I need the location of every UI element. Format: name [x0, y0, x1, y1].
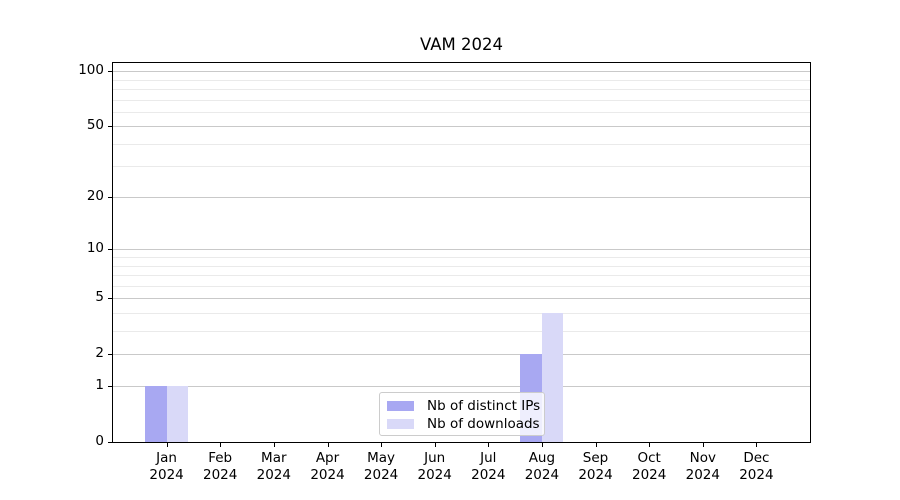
- x-tick-label: Feb 2024: [203, 450, 238, 483]
- x-tick-label: Dec 2024: [739, 450, 774, 483]
- gridline-minor: [113, 312, 810, 314]
- legend-swatch-distinct-ips: [387, 401, 414, 411]
- y-tick-label: 2: [95, 344, 104, 361]
- x-tick: [220, 443, 222, 447]
- gridline-major: [113, 197, 810, 199]
- y-tick: [108, 442, 112, 443]
- gridline-minor: [113, 166, 810, 168]
- legend-item-distinct-ips: Nb of distinct IPs: [387, 397, 540, 415]
- bar-nb-of-downloads-jan: [166, 386, 189, 442]
- y-tick: [108, 353, 112, 355]
- x-tick-label: Nov 2024: [685, 450, 720, 483]
- x-tick-label: Jul 2024: [471, 450, 506, 483]
- plot-area: Nb of distinct IPs Nb of downloads: [112, 62, 811, 443]
- gridline-major: [113, 249, 810, 251]
- x-tick: [381, 443, 383, 447]
- bar-nb-of-downloads-aug: [541, 312, 564, 442]
- legend-swatch-downloads: [387, 419, 414, 429]
- gridline-major: [113, 126, 810, 128]
- y-tick: [108, 298, 112, 299]
- legend-label-distinct-ips: Nb of distinct IPs: [427, 398, 541, 414]
- y-tick-label: 10: [86, 240, 104, 257]
- bar-nb-of-distinct-ips-jan: [145, 386, 167, 442]
- x-tick-label: Mar 2024: [256, 450, 291, 483]
- legend-label-downloads: Nb of downloads: [427, 416, 540, 432]
- x-tick: [327, 443, 329, 447]
- y-tick-label: 20: [86, 188, 104, 205]
- y-tick-label: 100: [78, 62, 104, 79]
- x-tick-label: Jan 2024: [149, 450, 184, 483]
- y-tick: [108, 71, 112, 73]
- x-tick-label: Sep 2024: [578, 450, 613, 483]
- x-tick: [595, 443, 597, 447]
- gridline-minor: [113, 79, 810, 81]
- x-tick-label: Apr 2024: [310, 450, 345, 483]
- gridline-minor: [113, 257, 810, 258]
- y-tick: [108, 386, 112, 388]
- gridline-minor: [113, 88, 810, 90]
- x-tick-label: Jun 2024: [417, 450, 452, 483]
- x-tick: [541, 443, 543, 447]
- gridline-minor: [113, 143, 810, 145]
- gridline-minor: [113, 111, 810, 113]
- gridline-major: [113, 71, 810, 73]
- x-tick: [434, 443, 436, 447]
- gridline-minor: [113, 99, 810, 101]
- gridline-minor: [113, 274, 810, 276]
- x-tick-label: May 2024: [363, 450, 399, 483]
- gridline-major: [113, 386, 810, 388]
- gridline-major: [113, 298, 810, 299]
- x-tick: [488, 443, 490, 447]
- x-tick: [756, 443, 758, 447]
- x-tick: [702, 443, 704, 447]
- x-tick: [166, 443, 168, 447]
- gridline-major: [113, 353, 810, 355]
- gridline-minor: [113, 330, 810, 332]
- x-tick-label: Aug 2024: [524, 450, 560, 483]
- gridline-minor: [113, 265, 810, 267]
- y-tick: [108, 249, 112, 251]
- legend-item-downloads: Nb of downloads: [387, 415, 540, 433]
- y-tick: [108, 126, 112, 128]
- y-tick-label: 1: [95, 377, 104, 394]
- y-tick-label: 5: [95, 289, 104, 305]
- y-tick: [108, 197, 112, 199]
- x-tick: [649, 443, 651, 447]
- x-tick: [273, 443, 275, 447]
- chart-title: VAM 2024: [420, 35, 503, 54]
- y-tick-label: 0: [95, 433, 104, 449]
- x-tick-label: Oct 2024: [632, 450, 667, 483]
- gridline-minor: [113, 285, 810, 287]
- y-tick-label: 50: [86, 117, 104, 134]
- legend: Nb of distinct IPs Nb of downloads: [379, 392, 545, 436]
